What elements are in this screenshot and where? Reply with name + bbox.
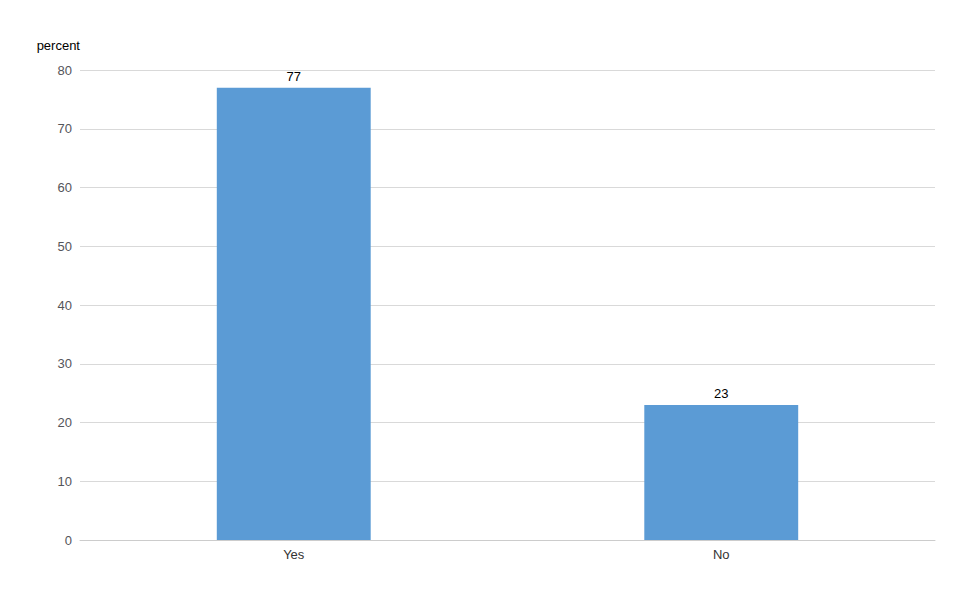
svg-text:10: 10 [58, 474, 72, 489]
svg-text:No: No [713, 547, 730, 562]
svg-text:20: 20 [58, 415, 72, 430]
svg-text:30: 30 [58, 356, 72, 371]
svg-text:60: 60 [58, 180, 72, 195]
svg-text:percent: percent [37, 38, 81, 53]
svg-text:23: 23 [714, 386, 728, 401]
svg-text:0: 0 [65, 533, 72, 548]
svg-text:77: 77 [287, 69, 301, 84]
svg-text:Yes: Yes [283, 547, 305, 562]
svg-text:40: 40 [58, 298, 72, 313]
svg-text:80: 80 [58, 63, 72, 78]
svg-text:50: 50 [58, 239, 72, 254]
svg-text:70: 70 [58, 121, 72, 136]
